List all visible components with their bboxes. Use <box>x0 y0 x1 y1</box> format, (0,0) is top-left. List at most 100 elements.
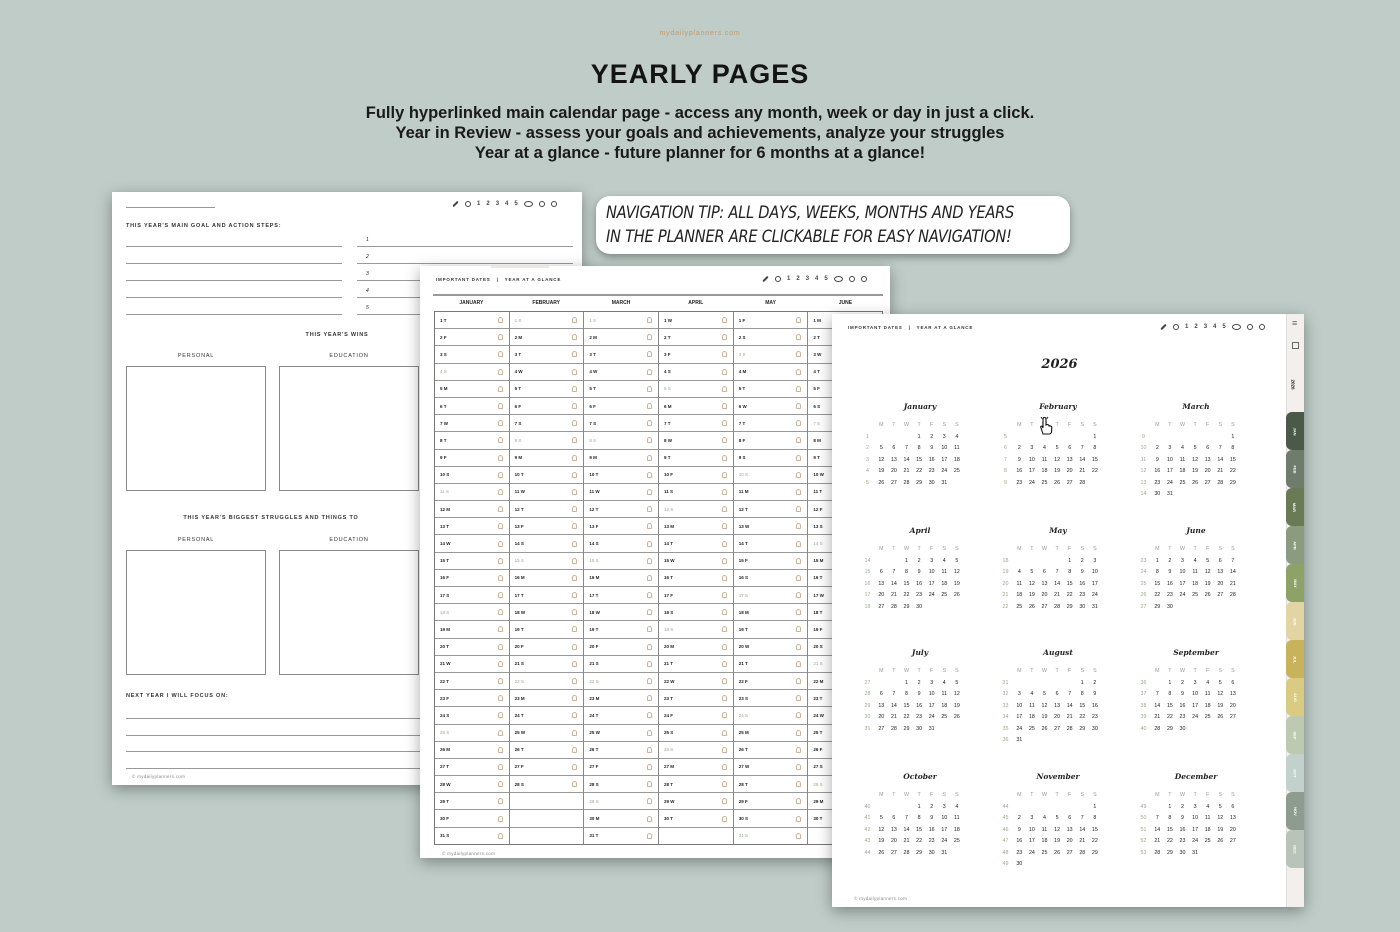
week-number[interactable]: 25 <box>1140 580 1147 587</box>
bell-icon[interactable] <box>497 781 503 788</box>
day-cell[interactable]: 10 <box>928 569 935 576</box>
month-tab-jul[interactable]: JUL <box>1286 640 1304 678</box>
day-cell[interactable]: 29 <box>916 479 923 486</box>
bell-icon[interactable] <box>572 540 578 547</box>
bell-icon[interactable] <box>721 746 727 753</box>
week-number[interactable]: 31 <box>1002 679 1009 686</box>
day-cell[interactable]: 6 <box>1231 803 1235 810</box>
bell-icon[interactable] <box>647 334 653 341</box>
week-number[interactable]: 13 <box>1140 479 1147 486</box>
week-number[interactable]: 27 <box>864 679 871 686</box>
week-number[interactable]: 40 <box>864 803 871 810</box>
date-cell[interactable]: 17 S <box>435 587 509 605</box>
week-number[interactable]: 36 <box>1002 737 1009 744</box>
day-cell[interactable]: 18 <box>1192 580 1199 587</box>
week-number[interactable]: 27 <box>1140 603 1147 610</box>
day-cell[interactable]: 11 <box>1179 456 1186 463</box>
day-cell[interactable]: 17 <box>941 456 948 463</box>
bell-icon[interactable] <box>721 506 727 513</box>
goal-line[interactable] <box>126 246 342 247</box>
day-cell[interactable]: 29 <box>1166 849 1173 856</box>
bell-icon[interactable] <box>647 488 653 495</box>
day-cell[interactable]: 10 <box>1028 456 1035 463</box>
check-circle-icon[interactable] <box>1173 324 1179 330</box>
day-cell[interactable]: 19 <box>953 580 960 587</box>
day-cell[interactable]: 26 <box>878 849 885 856</box>
day-cell[interactable]: 11 <box>1029 702 1035 709</box>
day-cell[interactable]: 24 <box>928 592 935 599</box>
day-cell[interactable]: 16 <box>1179 702 1186 709</box>
month-tab-apr[interactable]: APR <box>1286 526 1304 564</box>
nav-number-3[interactable]: 3 <box>805 276 810 282</box>
day-cell[interactable]: 28 <box>1079 479 1086 486</box>
date-cell[interactable]: 18 W <box>509 604 584 622</box>
day-cell[interactable]: 5 <box>879 445 883 452</box>
day-cell[interactable]: 15 <box>903 702 910 709</box>
bell-icon[interactable] <box>572 557 578 564</box>
day-cell[interactable]: 12 <box>1054 826 1061 833</box>
week-number[interactable]: 36 <box>1140 679 1147 686</box>
bell-icon[interactable] <box>796 626 802 633</box>
date-cell[interactable]: 1 S <box>584 312 659 330</box>
date-cell[interactable]: 6 W <box>733 398 808 416</box>
bell-icon[interactable] <box>497 351 503 358</box>
day-cell[interactable]: 5 <box>1218 803 1222 810</box>
day-cell[interactable]: 1 <box>905 557 908 564</box>
day-cell[interactable]: 3 <box>1030 815 1034 822</box>
day-cell[interactable]: 27 <box>1066 849 1073 856</box>
action-step-line[interactable] <box>357 263 573 264</box>
date-cell[interactable]: 4 S <box>659 364 733 381</box>
date-cell[interactable]: 1 T <box>435 312 509 330</box>
week-number[interactable]: 23 <box>1140 557 1147 564</box>
bell-icon[interactable] <box>572 695 578 702</box>
date-cell[interactable]: 13 M <box>659 518 733 536</box>
week-number[interactable]: 42 <box>864 826 871 833</box>
bell-icon[interactable] <box>796 574 802 581</box>
bell-icon[interactable] <box>796 695 802 702</box>
day-cell[interactable]: 27 <box>890 849 897 856</box>
day-cell[interactable]: 3 <box>942 803 946 810</box>
bell-icon[interactable] <box>647 403 653 410</box>
bell-icon[interactable] <box>796 729 802 736</box>
day-cell[interactable]: 19 <box>1217 702 1224 709</box>
day-cell[interactable]: 16 <box>1091 702 1098 709</box>
day-cell[interactable]: 13 <box>1066 456 1073 463</box>
day-cell[interactable]: 1 <box>1093 803 1097 810</box>
day-cell[interactable]: 16 <box>916 580 923 587</box>
day-cell[interactable]: 12 <box>1204 569 1211 576</box>
day-cell[interactable]: 30 <box>916 603 923 610</box>
day-cell[interactable]: 27 <box>878 725 885 732</box>
day-cell[interactable]: 2 <box>1093 679 1097 686</box>
day-cell[interactable]: 30 <box>928 479 935 486</box>
day-cell[interactable]: 21 <box>890 592 897 599</box>
bell-icon[interactable] <box>721 626 727 633</box>
month-tab-jun[interactable]: JUN <box>1286 602 1304 640</box>
month-header[interactable]: APRIL <box>688 300 704 306</box>
bell-icon[interactable] <box>721 420 727 427</box>
date-cell[interactable]: 11 M <box>733 484 808 502</box>
day-cell[interactable]: 28 <box>1066 725 1073 732</box>
week-number[interactable]: 18 <box>1002 557 1009 564</box>
day-cell[interactable]: 3 <box>1193 679 1197 686</box>
day-cell[interactable]: 9 <box>1181 691 1184 698</box>
day-cell[interactable]: 12 <box>1192 456 1199 463</box>
bell-icon[interactable] <box>796 403 802 410</box>
day-cell[interactable]: 22 <box>903 714 910 721</box>
bell-icon[interactable] <box>796 815 802 822</box>
day-cell[interactable]: 8 <box>905 569 908 576</box>
day-cell[interactable]: 20 <box>1041 592 1048 599</box>
day-cell[interactable]: 22 <box>1154 592 1161 599</box>
day-cell[interactable]: 28 <box>1079 849 1086 856</box>
bell-icon[interactable] <box>647 368 653 375</box>
focus-line[interactable] <box>126 735 426 736</box>
day-cell[interactable]: 24 <box>1028 849 1035 856</box>
date-cell[interactable]: 8 T <box>435 432 509 450</box>
bell-icon[interactable] <box>497 763 503 770</box>
date-cell[interactable]: 30 M <box>584 810 659 828</box>
bell-icon[interactable] <box>497 729 503 736</box>
day-cell[interactable]: 4 <box>1193 557 1197 564</box>
day-cell[interactable]: 1 <box>1231 433 1235 440</box>
day-cell[interactable]: 6 <box>892 445 896 452</box>
day-cell[interactable]: 11 <box>941 569 948 576</box>
day-cell[interactable]: 11 <box>1041 456 1048 463</box>
